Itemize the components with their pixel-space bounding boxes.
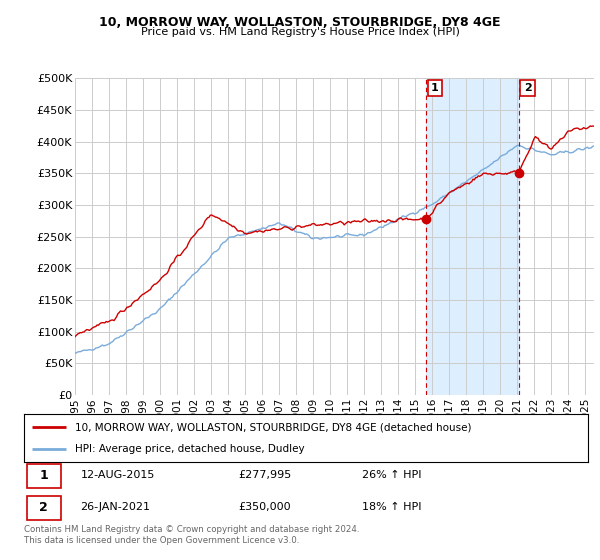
Text: 26-JAN-2021: 26-JAN-2021 [80,502,151,512]
Text: 26% ↑ HPI: 26% ↑ HPI [362,470,422,480]
Text: 12-AUG-2015: 12-AUG-2015 [80,470,155,480]
Text: 1: 1 [431,83,439,93]
Bar [426,78,518,395]
Text: Contains HM Land Registry data © Crown copyright and database right 2024.
This d: Contains HM Land Registry data © Crown c… [24,525,359,545]
Text: 18% ↑ HPI: 18% ↑ HPI [362,502,422,512]
Text: 1: 1 [40,469,48,482]
Text: 2: 2 [524,83,532,93]
FancyBboxPatch shape [27,464,61,488]
Text: Price paid vs. HM Land Registry's House Price Index (HPI): Price paid vs. HM Land Registry's House … [140,27,460,37]
Text: 2: 2 [40,501,48,514]
FancyBboxPatch shape [27,496,61,520]
Text: £350,000: £350,000 [238,502,291,512]
Text: 10, MORROW WAY, WOLLASTON, STOURBRIDGE, DY8 4GE (detached house): 10, MORROW WAY, WOLLASTON, STOURBRIDGE, … [75,422,471,432]
Text: 10, MORROW WAY, WOLLASTON, STOURBRIDGE, DY8 4GE: 10, MORROW WAY, WOLLASTON, STOURBRIDGE, … [99,16,501,29]
Text: £277,995: £277,995 [238,470,292,480]
Text: HPI: Average price, detached house, Dudley: HPI: Average price, detached house, Dudl… [75,444,304,454]
